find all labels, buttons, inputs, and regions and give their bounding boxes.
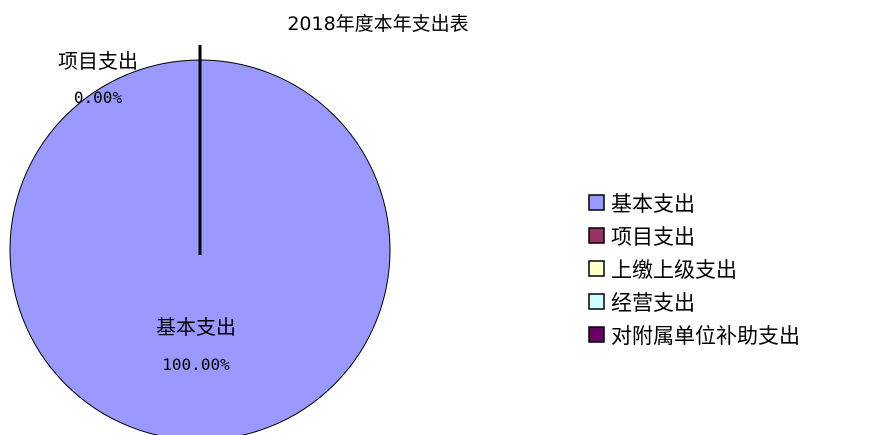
legend-swatch-2 [588,260,605,277]
slice-label-0: 基本支出 [156,315,236,339]
legend-label-2: 上缴上级支出 [611,258,737,282]
legend-swatch-4 [588,326,605,343]
legend-label-0: 基本支出 [611,192,695,216]
legend-swatch-3 [588,293,605,310]
legend-label-3: 经营支出 [611,291,695,315]
slice-percent-1: 0.00% [74,88,123,107]
legend-swatch-1 [588,227,605,244]
legend-label-4: 对附属单位补助支出 [611,324,800,348]
slice-label-1: 项目支出 [58,49,138,73]
slice-percent-0: 100.00% [162,355,230,374]
chart-title: 2018年度本年支出表 [287,13,468,35]
legend-swatch-0 [588,194,605,211]
legend-label-1: 项目支出 [611,225,695,249]
